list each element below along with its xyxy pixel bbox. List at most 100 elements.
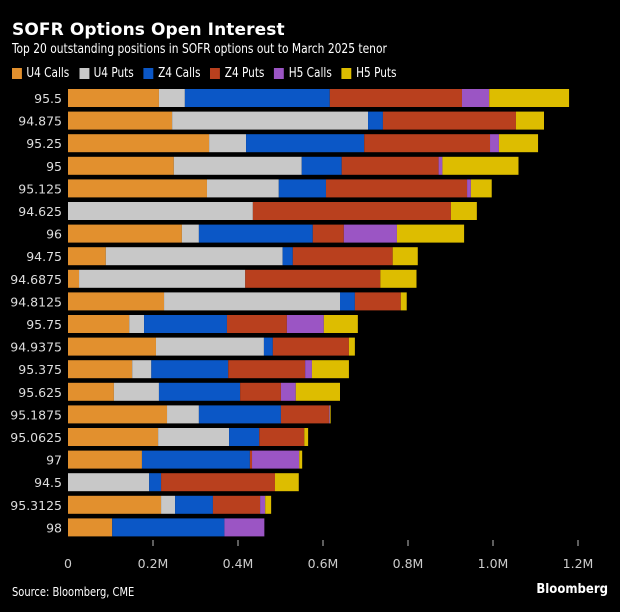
legend-item: U4 Puts — [79, 66, 134, 81]
bar-segment — [158, 428, 230, 446]
bar-segment — [158, 382, 241, 401]
x-axis: 0 0.2M 0.4M 0.6M 0.8M 1.0M 1.2M — [64, 540, 593, 571]
bar-segment — [141, 450, 250, 469]
legend-item: Z4 Calls — [143, 66, 201, 81]
bar-segment — [312, 224, 344, 243]
bar-segment — [175, 495, 213, 514]
bar-segment — [164, 292, 340, 311]
legend-label: U4 Calls — [26, 66, 70, 81]
bar-segment — [68, 179, 207, 198]
bar-segment — [206, 179, 279, 198]
bar-segment — [263, 337, 273, 356]
bar-segment — [467, 179, 471, 198]
bar-segment — [68, 202, 253, 220]
bloomberg-logo: Bloomberg — [536, 582, 608, 597]
legend-swatch — [143, 68, 154, 79]
bar-segment — [278, 179, 326, 198]
legend-label: Z4 Calls — [158, 66, 201, 81]
bar-segment — [68, 111, 173, 130]
bar-segment — [438, 156, 443, 175]
category-label: 94.6875 — [10, 272, 62, 287]
bar-segment — [400, 292, 407, 311]
bar-segment — [144, 315, 227, 333]
category-label: 94.875 — [18, 114, 62, 129]
bar-segment — [329, 405, 331, 424]
bar-segment — [304, 428, 309, 446]
bar-segment — [282, 247, 293, 266]
bar-segment — [368, 111, 383, 130]
x-tick-label: 0.2M — [138, 556, 169, 571]
bar-segment — [343, 224, 397, 243]
bar-segment — [252, 450, 300, 469]
bar-segment — [382, 111, 516, 130]
category-label: 95.0625 — [10, 430, 62, 445]
bar-segment — [470, 179, 492, 198]
bar-segment — [68, 156, 174, 175]
bar-segment — [245, 269, 381, 288]
source-note: Source: Bloomberg, CME — [12, 584, 135, 599]
bar-segment — [515, 111, 544, 130]
bar-segment — [274, 473, 299, 492]
x-tick-label: 0.4M — [223, 556, 254, 571]
bar-segment — [240, 382, 281, 401]
category-label: 97 — [46, 453, 62, 468]
bar-segment — [224, 518, 265, 537]
bar-segment — [229, 428, 260, 446]
bar-segment — [286, 315, 324, 333]
bar-segment — [354, 292, 401, 311]
legend-swatch — [210, 68, 221, 79]
bar-segment — [184, 89, 330, 107]
legend-swatch — [12, 68, 22, 79]
legend-item: H5 Puts — [341, 66, 397, 81]
x-tick-label: 1.2M — [563, 556, 594, 571]
bar-segment — [265, 495, 272, 514]
category-label: 95.125 — [18, 181, 62, 196]
legend-item: H5 Calls — [274, 66, 332, 81]
bar-segment — [68, 360, 133, 379]
bar-segment — [68, 337, 156, 356]
bar-segment — [209, 134, 247, 153]
bar-segment — [68, 405, 168, 424]
legend-swatch — [341, 68, 352, 79]
bar-segment — [364, 134, 491, 153]
bars-group — [68, 89, 570, 537]
bar-segment — [252, 202, 451, 220]
bar-segment — [68, 134, 210, 153]
legend-label: H5 Puts — [356, 66, 397, 81]
bar-segment — [161, 473, 275, 492]
bar-segment — [149, 473, 162, 492]
bar-segment — [158, 89, 185, 107]
category-label: 95.75 — [26, 317, 62, 332]
category-label: 95.375 — [18, 362, 62, 377]
bar-segment — [498, 134, 539, 153]
legend-swatch — [79, 68, 90, 79]
bar-segment — [292, 247, 393, 266]
bar-segment — [461, 89, 490, 107]
legend-item: Z4 Puts — [210, 66, 264, 81]
category-label: 95.5 — [34, 91, 62, 106]
x-tick-label: 1.0M — [478, 556, 509, 571]
bar-segment — [348, 337, 355, 356]
chart-title: SOFR Options Open Interest — [12, 20, 285, 40]
bar-segment — [280, 382, 296, 401]
bar-segment — [68, 269, 80, 288]
legend-item: U4 Calls — [12, 66, 69, 81]
bar-segment — [249, 450, 253, 469]
bar-segment — [181, 224, 199, 243]
bar-segment — [212, 495, 261, 514]
bar-segment — [68, 473, 150, 492]
bar-segment — [68, 224, 182, 243]
x-tick-label: 0.8M — [393, 556, 424, 571]
bar-segment — [329, 89, 462, 107]
legend-label: H5 Calls — [288, 66, 332, 81]
category-label: 95.625 — [18, 385, 62, 400]
bar-segment — [79, 269, 246, 288]
bar-segment — [161, 495, 176, 514]
bar-segment — [450, 202, 477, 220]
bar-segment — [392, 247, 418, 266]
category-label: 94.8125 — [10, 294, 62, 309]
bar-segment — [68, 382, 114, 401]
category-label: 94.9375 — [10, 340, 62, 355]
bar-segment — [68, 292, 165, 311]
bar-segment — [155, 337, 264, 356]
